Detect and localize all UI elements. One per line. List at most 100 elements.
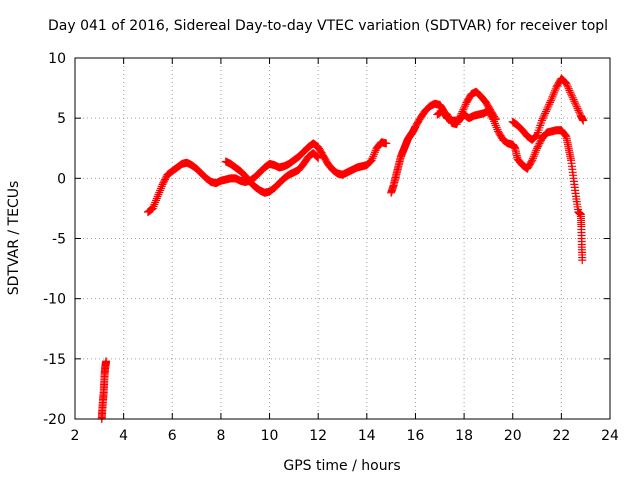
x-tick-label: 20: [504, 428, 522, 444]
data-point: [151, 198, 160, 207]
x-axis-label: GPS time / hours: [283, 458, 400, 474]
data-point: [370, 150, 379, 159]
grid: [74, 57, 611, 420]
data-point: [367, 156, 376, 165]
x-tick-label: 10: [261, 428, 279, 444]
data-point: [154, 190, 163, 199]
data-point: [546, 98, 555, 107]
y-axis-label: SDTVAR / TECUs: [6, 181, 22, 296]
series-segment-4: [387, 99, 587, 265]
data-point: [575, 108, 584, 117]
data-point: [566, 88, 575, 97]
data-point: [548, 92, 557, 101]
series-segment-5: [433, 87, 500, 129]
data-point: [460, 102, 469, 111]
series-segment-2: [143, 138, 391, 217]
data-point: [544, 102, 553, 111]
x-tick-label: 6: [168, 428, 177, 444]
data-point: [563, 81, 572, 90]
data-point: [578, 256, 587, 265]
data-point: [564, 84, 573, 93]
data-point: [528, 156, 537, 165]
y-tick-label: -10: [43, 292, 66, 308]
data-point: [312, 152, 321, 161]
data-point: [527, 157, 536, 166]
data-point: [541, 107, 550, 116]
data-point: [563, 82, 572, 91]
series-segment-3: [221, 149, 323, 197]
y-tick-label: 5: [57, 111, 66, 127]
data-point: [490, 113, 499, 122]
data-point: [542, 105, 551, 114]
data-point: [531, 148, 540, 157]
data-point: [369, 152, 378, 161]
data-point: [368, 154, 377, 163]
y-tick-label: -15: [43, 352, 66, 368]
data-point: [541, 109, 550, 118]
y-tick-label: -5: [52, 232, 66, 248]
data-point: [572, 102, 581, 111]
data-point: [148, 204, 157, 213]
data-point: [546, 96, 555, 105]
data-point: [529, 152, 538, 161]
data-point: [156, 184, 165, 193]
data-point: [569, 95, 578, 104]
x-tick-label: 22: [552, 428, 570, 444]
data-point: [545, 100, 554, 109]
data-point: [153, 192, 162, 201]
y-tick-label: -20: [43, 412, 66, 428]
x-tick-label: 4: [119, 428, 128, 444]
data-markers: [97, 74, 588, 423]
data-point: [567, 90, 576, 99]
data-point: [579, 116, 588, 125]
data-point: [570, 97, 579, 106]
data-point: [150, 200, 159, 209]
y-tick-label: 10: [48, 51, 66, 67]
series-segment-6: [508, 74, 588, 144]
data-point: [460, 103, 469, 112]
data-point: [531, 132, 540, 141]
data-point: [152, 196, 161, 205]
x-tick-label: 12: [309, 428, 327, 444]
data-point: [314, 153, 323, 162]
data-point: [155, 188, 164, 197]
data-point: [571, 99, 580, 108]
data-point: [452, 120, 461, 129]
data-point: [459, 105, 468, 114]
x-tick-label: 8: [216, 428, 225, 444]
chart-title: Day 041 of 2016, Sidereal Day-to-day VTE…: [48, 18, 608, 34]
data-point: [560, 130, 569, 139]
data-point: [543, 103, 552, 112]
data-point: [156, 186, 165, 195]
x-tick-label: 24: [601, 428, 619, 444]
data-point: [102, 357, 111, 366]
data-point: [549, 90, 558, 99]
x-tick-label: 16: [407, 428, 425, 444]
x-tick-label: 2: [71, 428, 80, 444]
data-point: [538, 114, 547, 123]
data-point: [571, 100, 580, 109]
data-point: [152, 194, 161, 203]
data-point: [530, 150, 539, 159]
data-point: [157, 182, 166, 191]
data-point: [540, 111, 549, 120]
data-point: [573, 104, 582, 113]
y-tick-label: 0: [57, 171, 66, 187]
data-point: [537, 116, 546, 125]
data-point: [456, 112, 465, 121]
data-point: [539, 112, 548, 121]
x-tick-label: 18: [455, 428, 473, 444]
data-point: [550, 86, 559, 95]
data-point: [528, 154, 537, 163]
data-point: [568, 93, 577, 102]
data-point: [565, 86, 574, 95]
data-point: [370, 148, 379, 157]
data-point: [453, 118, 462, 127]
data-point: [562, 79, 571, 88]
data-point: [457, 109, 466, 118]
data-point: [547, 94, 556, 103]
x-tick-label: 14: [358, 428, 376, 444]
series-segment-1: [97, 357, 111, 423]
data-point: [492, 123, 501, 132]
